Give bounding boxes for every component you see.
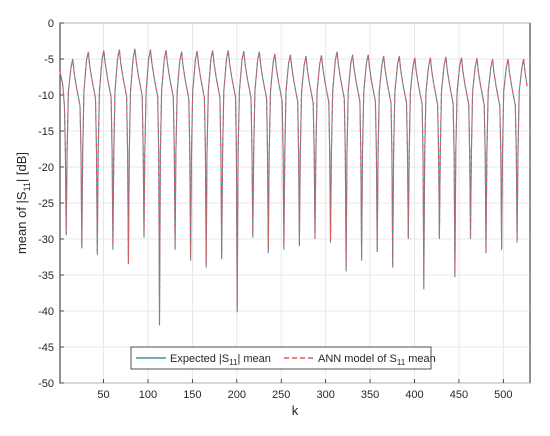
x-axis: 50 100 150 200 250 300 350 400 450 500 <box>97 379 513 401</box>
y-tick-label: -45 <box>38 342 54 354</box>
x-tick-label: 350 <box>361 389 379 401</box>
y-tick-label: -20 <box>38 162 54 174</box>
x-tick-label: 500 <box>494 389 512 401</box>
x-tick-label: 300 <box>316 389 334 401</box>
y-tick-label: 0 <box>48 18 54 30</box>
y-tick-label: -15 <box>38 126 54 138</box>
series-group <box>59 48 528 326</box>
legend-expected-main: Expected |S <box>170 353 229 365</box>
y-axis: 0 -5 -10 -15 -20 -25 -30 -35 -40 -45 -50 <box>38 18 64 390</box>
x-tick-label: 200 <box>228 389 246 401</box>
x-tick-label: 250 <box>272 389 290 401</box>
y-tick-label: -10 <box>38 90 54 102</box>
legend-expected-sub: 11 <box>229 358 238 367</box>
y-tick-label: -50 <box>38 378 54 390</box>
y-axis-label-tail: | [dB] <box>14 152 29 182</box>
legend-label-ann: ANN model of S11 mean <box>318 353 436 367</box>
y-axis-label-main: mean of |S <box>14 191 29 254</box>
series-line-ann <box>59 48 528 322</box>
y-tick-label: -25 <box>38 198 54 210</box>
x-tick-label: 150 <box>183 389 201 401</box>
legend-box <box>130 346 432 370</box>
legend-ann-sub: 11 <box>397 358 406 367</box>
y-tick-label: -5 <box>44 54 54 66</box>
y-axis-label: mean of |S11| [dB] <box>14 152 32 254</box>
y-tick-label: -40 <box>38 306 54 318</box>
legend-ann-tail: mean <box>405 353 436 365</box>
x-axis-label: k <box>292 403 299 418</box>
x-tick-label: 50 <box>97 389 109 401</box>
y-tick-label: -30 <box>38 234 54 246</box>
y-tick-label: -35 <box>38 270 54 282</box>
legend-label-expected: Expected |S11| mean <box>170 353 271 367</box>
y-axis-label-subscript: 11 <box>22 182 32 191</box>
x-tick-label: 450 <box>450 389 468 401</box>
legend: Expected |S11| mean ANN model of S11 mea… <box>130 346 436 370</box>
legend-expected-tail: | mean <box>237 353 270 365</box>
x-tick-label: 400 <box>405 389 423 401</box>
x-tick-label: 100 <box>139 389 157 401</box>
legend-ann-main: ANN model of S <box>318 353 397 365</box>
